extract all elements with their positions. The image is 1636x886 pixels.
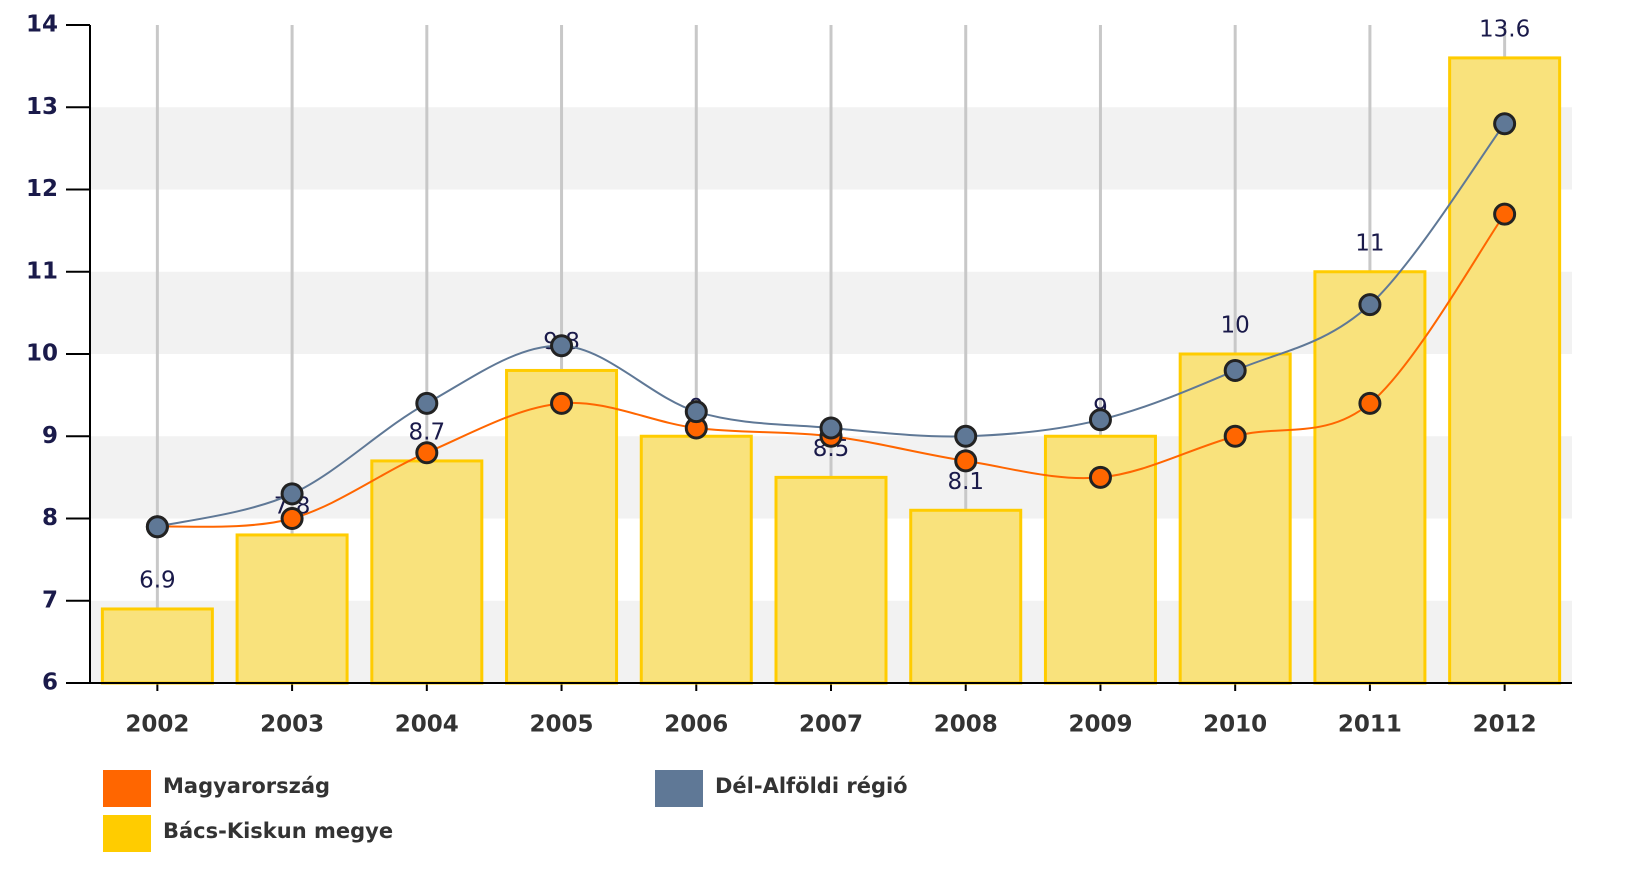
- x-tick-label: 2008: [934, 712, 998, 738]
- marker: [415, 391, 439, 415]
- marker: [1358, 391, 1382, 415]
- bar: [235, 533, 349, 685]
- bar: [1178, 352, 1292, 685]
- marker: [1223, 358, 1247, 382]
- marker: [1493, 112, 1517, 136]
- bar: [505, 368, 619, 685]
- x-tick-label: 2012: [1473, 712, 1537, 738]
- bar: [909, 508, 1023, 685]
- marker: [954, 424, 978, 448]
- marker: [145, 515, 169, 539]
- y-tick-label: 12: [26, 176, 58, 202]
- y-tick-label: 10: [26, 341, 58, 367]
- legend-swatch: [655, 770, 703, 807]
- bar-value-label: 8.1: [947, 469, 984, 495]
- x-tick-label: 2002: [125, 712, 189, 738]
- x-tick-label: 2006: [664, 712, 728, 738]
- x-tick-label: 2011: [1338, 712, 1402, 738]
- bar: [639, 434, 753, 685]
- bar-value-label: 6.9: [139, 567, 176, 593]
- marker: [1088, 408, 1112, 432]
- marker: [1493, 202, 1517, 226]
- y-tick-label: 7: [42, 587, 58, 613]
- y-tick-label: 11: [26, 258, 58, 284]
- y-tick-label: 14: [26, 12, 58, 38]
- y-tick-label: 13: [26, 94, 58, 120]
- bar: [100, 607, 214, 685]
- y-tick-label: 8: [42, 505, 58, 531]
- marker: [550, 391, 574, 415]
- legend-label: Magyarország: [163, 774, 330, 798]
- marker: [280, 507, 304, 530]
- marker: [1088, 465, 1112, 489]
- marker: [280, 482, 304, 506]
- bar-value-label: 8.7: [409, 419, 446, 445]
- marker: [415, 441, 439, 465]
- legend-label: Bács-Kiskun megye: [163, 819, 393, 843]
- marker: [1223, 424, 1247, 448]
- legend-label: Dél-Alföldi régió: [715, 774, 908, 798]
- marker: [1358, 293, 1382, 317]
- x-tick-label: 2003: [260, 712, 324, 738]
- marker: [819, 416, 843, 440]
- bar: [1313, 270, 1427, 685]
- marker: [954, 449, 978, 473]
- bar-value-label: 11: [1355, 230, 1384, 256]
- x-tick-label: 2009: [1068, 712, 1132, 738]
- bar: [370, 459, 484, 685]
- x-tick-label: 2004: [395, 712, 459, 738]
- bar-value-label: 13.6: [1479, 16, 1530, 42]
- marker: [550, 334, 574, 358]
- y-tick-label: 9: [42, 423, 58, 449]
- y-tick-label: 6: [42, 670, 58, 696]
- bar-value-label: 10: [1221, 313, 1250, 339]
- marker: [684, 400, 708, 424]
- legend-swatch: [103, 770, 151, 807]
- x-tick-label: 2005: [530, 712, 594, 738]
- x-tick-label: 2007: [799, 712, 863, 738]
- bar: [1448, 56, 1562, 685]
- x-tick-label: 2010: [1203, 712, 1267, 738]
- bar: [774, 475, 888, 685]
- legend-swatch: [103, 815, 151, 852]
